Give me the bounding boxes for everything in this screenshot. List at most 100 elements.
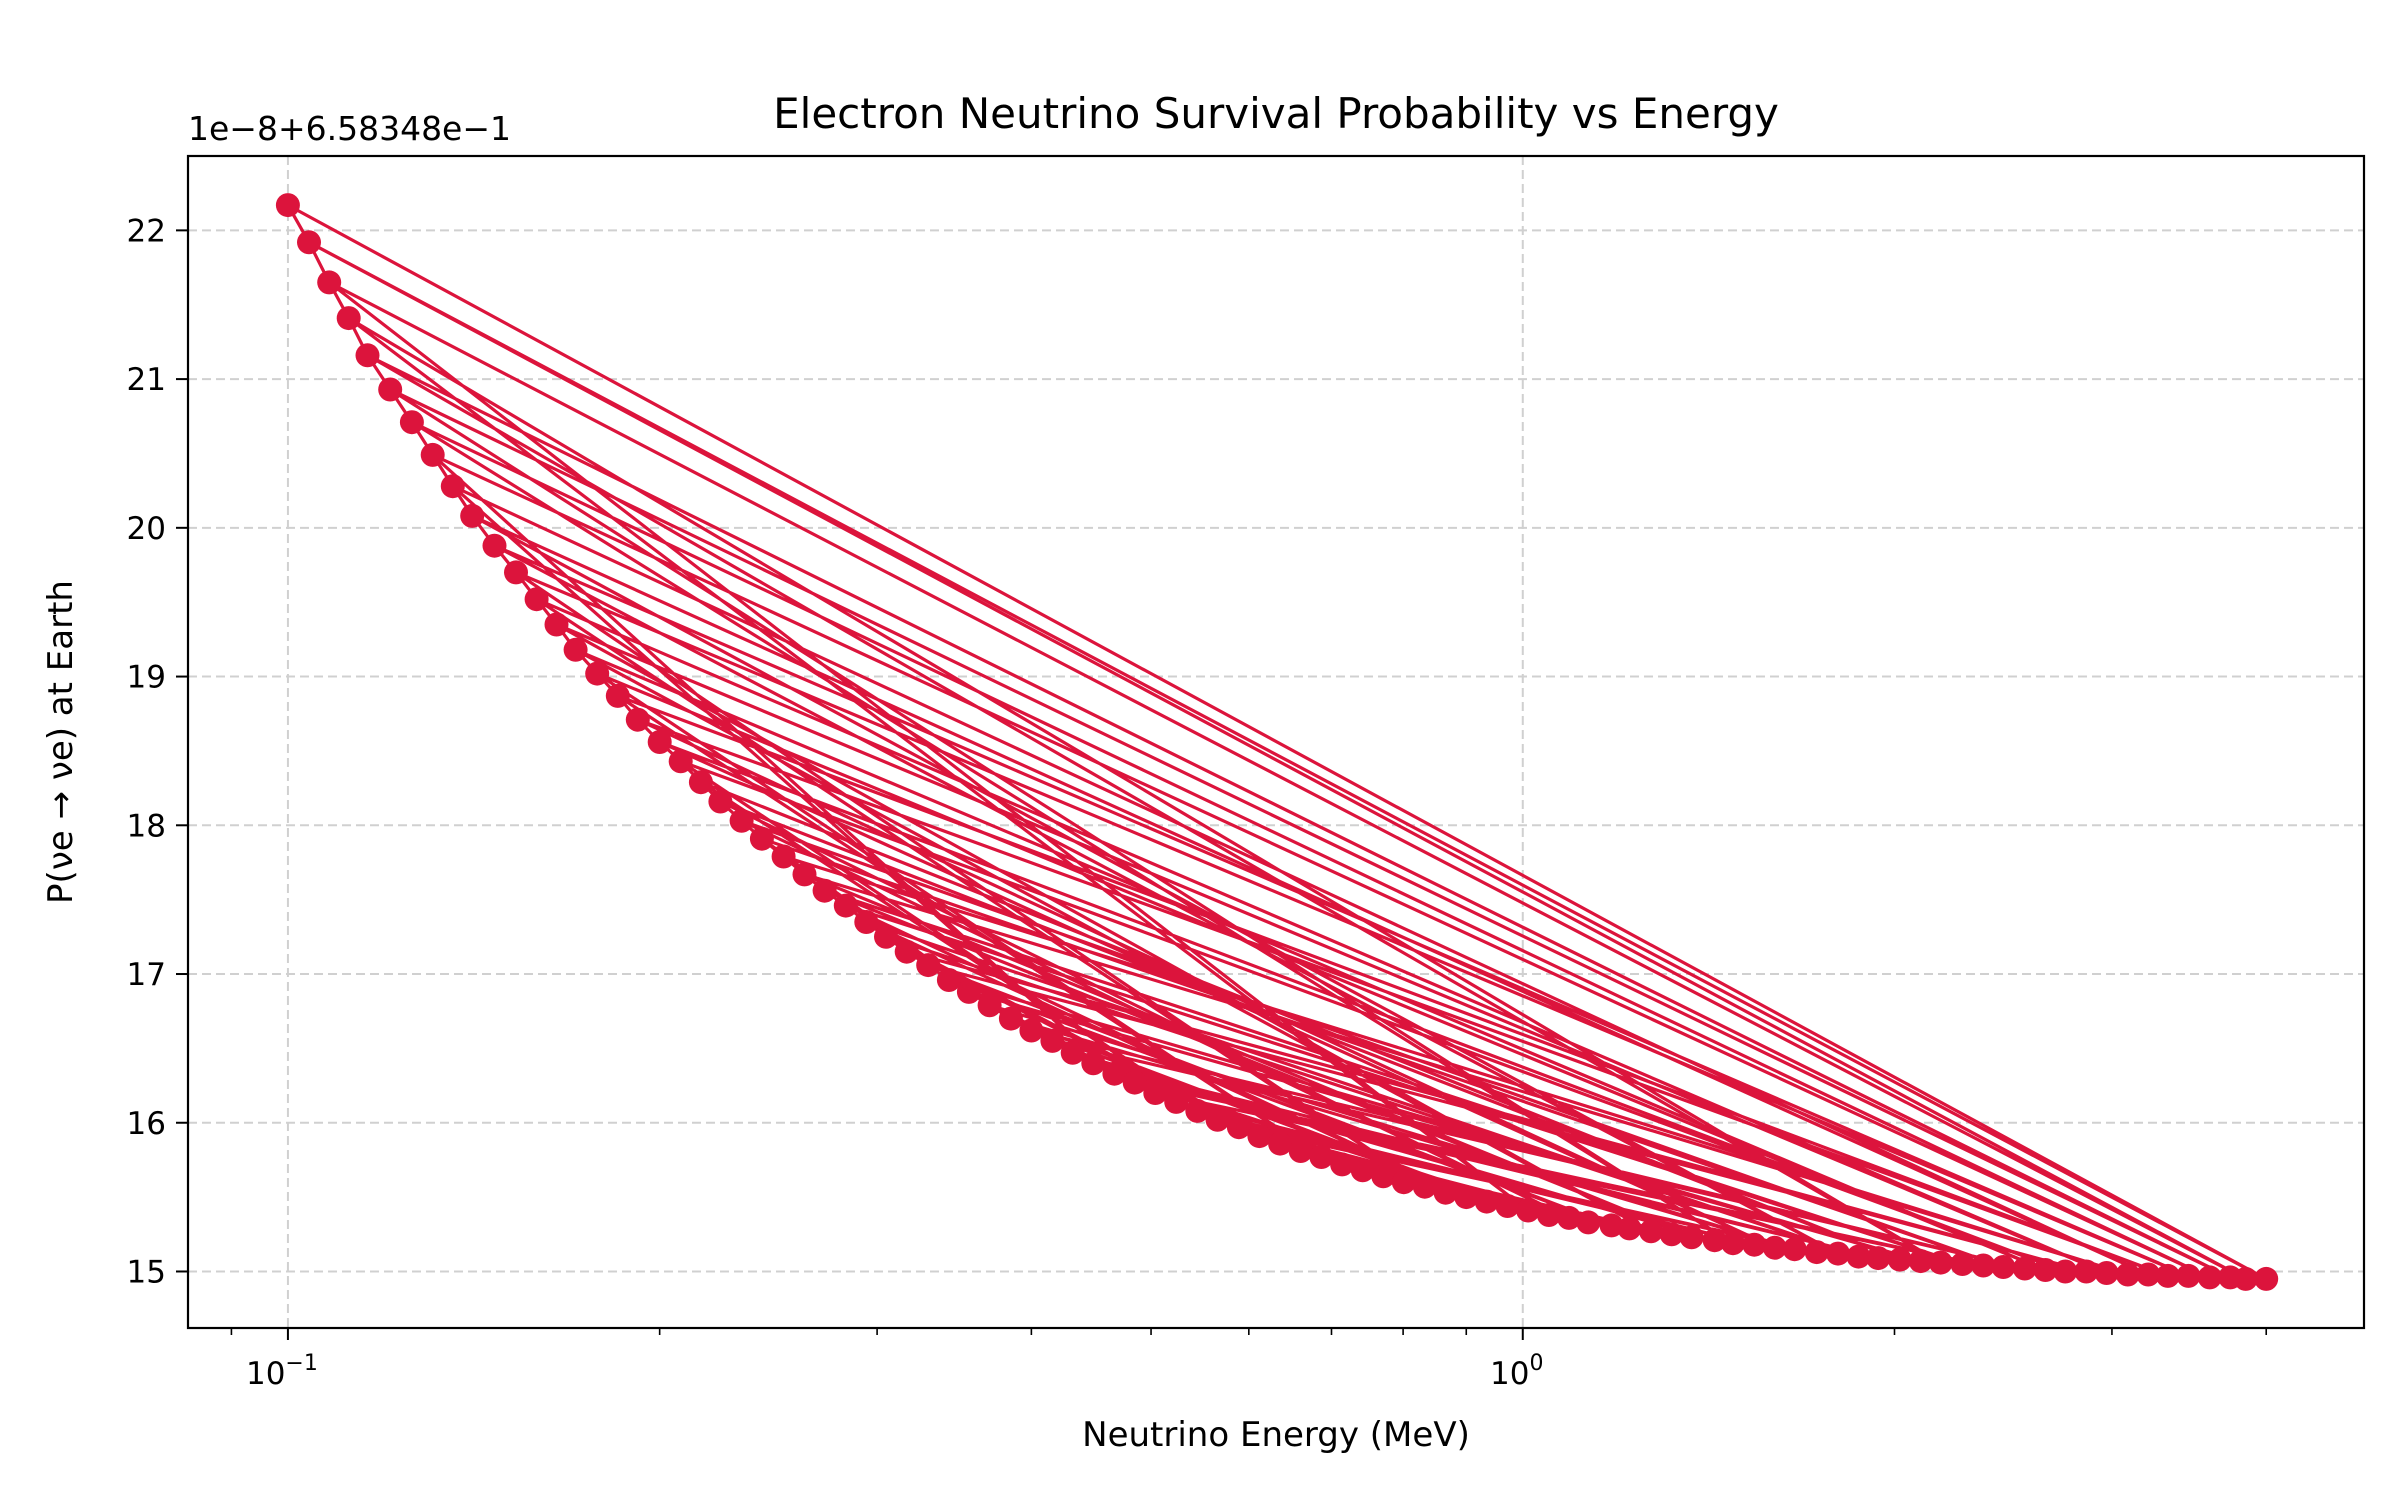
data-point <box>2136 1262 2161 1287</box>
data-point <box>1516 1198 1541 1223</box>
data-point <box>544 612 569 637</box>
data-point <box>1102 1061 1127 1086</box>
data-point <box>399 410 424 435</box>
data-point <box>297 230 321 255</box>
data-point <box>1536 1203 1561 1227</box>
data-point <box>1782 1237 1807 1262</box>
data-point <box>460 503 485 528</box>
data-point <box>854 910 879 934</box>
data-point <box>482 533 507 558</box>
data-point <box>1040 1028 1065 1053</box>
data-point <box>1742 1232 1767 1257</box>
series-line <box>287 203 2268 1281</box>
data-point <box>936 968 961 992</box>
data-point <box>1762 1235 1787 1260</box>
data-point <box>605 683 630 708</box>
plot-frame <box>186 154 2366 1330</box>
data-point <box>812 878 837 903</box>
data-point <box>833 893 858 918</box>
data-point <box>1846 1244 1871 1269</box>
data-point <box>1309 1145 1334 1169</box>
data-point <box>771 844 796 869</box>
y-tick-label: 21 <box>127 362 166 398</box>
data-point <box>956 979 981 1004</box>
data-point <box>1412 1174 1437 1199</box>
y-tick-label: 22 <box>127 213 166 249</box>
data-point <box>2012 1256 2037 1281</box>
data-point <box>977 993 1002 1018</box>
data-point <box>998 1006 1023 1031</box>
data-point <box>2254 1266 2279 1291</box>
data-point <box>894 939 919 964</box>
data-point <box>916 953 941 978</box>
data-point <box>668 749 693 774</box>
data-point <box>1019 1018 1044 1043</box>
data-point <box>378 377 403 402</box>
data-point <box>1576 1210 1601 1235</box>
y-tick-label: 17 <box>127 957 166 993</box>
data-point <box>563 637 588 662</box>
data-point <box>874 924 898 949</box>
data-point <box>1143 1081 1168 1105</box>
y-tick-label: 16 <box>127 1106 166 1142</box>
data-point <box>1185 1098 1210 1123</box>
data-point <box>792 862 817 887</box>
data-point <box>1617 1216 1642 1241</box>
data-point <box>1950 1252 1975 1276</box>
data-point <box>688 770 713 795</box>
data-point <box>1928 1250 1953 1275</box>
data-point <box>275 193 300 218</box>
data-point <box>1804 1240 1829 1265</box>
data-point <box>1391 1170 1416 1195</box>
data-point <box>1330 1152 1355 1177</box>
data-point <box>1164 1089 1189 1114</box>
data-point <box>708 789 733 814</box>
data-point <box>1205 1107 1230 1132</box>
data-point <box>1659 1222 1684 1247</box>
data-point <box>1639 1219 1663 1244</box>
data-point <box>2094 1261 2119 1285</box>
data-point <box>1226 1115 1251 1140</box>
data-point <box>1495 1194 1520 1218</box>
y-axis: 15 16 17 18 19 20 21 22 <box>127 213 188 1290</box>
data-point <box>1866 1246 1891 1271</box>
data-point <box>749 826 774 851</box>
data-point <box>2074 1259 2099 1284</box>
data-point <box>1599 1213 1624 1238</box>
data-point <box>420 442 445 467</box>
data-point <box>1908 1249 1933 1274</box>
y-tick-label: 18 <box>127 808 166 844</box>
data-point <box>1474 1189 1499 1214</box>
data-point <box>1247 1124 1272 1149</box>
chart-title: Electron Neutrino Survival Probability v… <box>773 89 1779 138</box>
data-point <box>336 306 361 331</box>
x-axis: 10−1 100 <box>230 1328 2268 1392</box>
y-axis-label: P(νe → νe) at Earth <box>41 580 81 904</box>
data-point <box>2115 1262 2140 1287</box>
data-point <box>1679 1225 1704 1250</box>
data-point <box>585 661 610 686</box>
data-point <box>1060 1040 1085 1065</box>
data-point <box>1081 1051 1106 1076</box>
data-point <box>1288 1139 1313 1163</box>
data-point <box>1721 1231 1745 1256</box>
data-point <box>1454 1185 1479 1210</box>
y-axis-offset-text: 1e−8+6.58348e−1 <box>188 109 511 148</box>
data-point <box>647 730 672 754</box>
data-point <box>2053 1259 2078 1284</box>
data-point <box>1122 1070 1147 1095</box>
data-point <box>729 808 754 833</box>
x-tick-label: 100 <box>1490 1351 1543 1392</box>
data-point <box>1433 1180 1458 1205</box>
data-point <box>504 560 528 585</box>
data-point <box>625 707 650 732</box>
data-point <box>355 343 380 368</box>
data-point <box>1826 1241 1850 1266</box>
data-point <box>1971 1253 1996 1278</box>
data-point <box>524 587 549 612</box>
data-point <box>440 474 465 499</box>
y-tick-label: 19 <box>127 660 166 696</box>
y-tick-label: 20 <box>127 511 166 547</box>
data-point <box>1702 1228 1727 1253</box>
